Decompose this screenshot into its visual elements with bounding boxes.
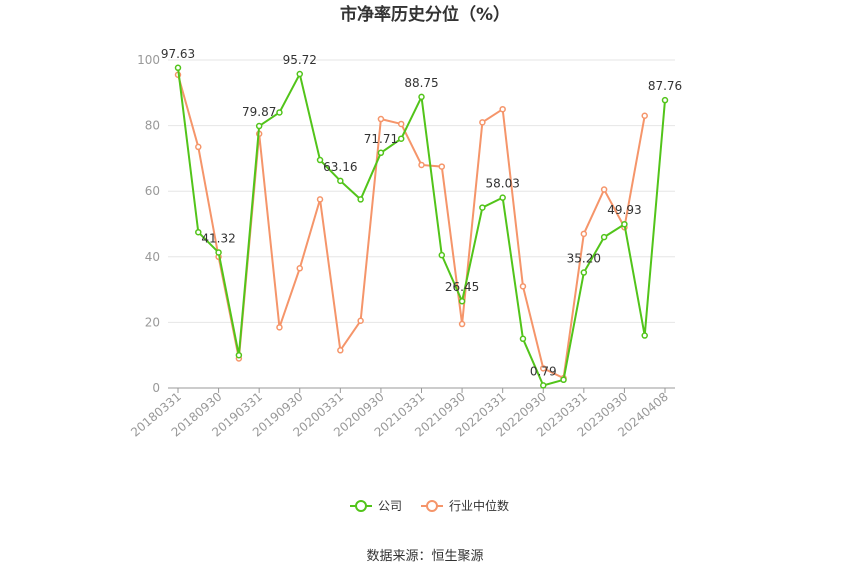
series-point bbox=[235, 351, 243, 359]
series-point bbox=[438, 163, 446, 170]
series-point bbox=[600, 233, 608, 241]
series-point bbox=[174, 64, 182, 72]
legend-marker bbox=[355, 500, 367, 512]
series-point bbox=[600, 186, 608, 193]
data-label: 49.93 bbox=[607, 203, 641, 217]
series-point bbox=[296, 265, 303, 272]
series-point bbox=[438, 251, 446, 259]
series-point bbox=[540, 382, 547, 389]
series-point bbox=[276, 324, 283, 331]
series-point bbox=[499, 105, 506, 113]
series-point bbox=[580, 269, 588, 276]
data-label: 71.71 bbox=[364, 132, 398, 146]
series-point bbox=[337, 347, 344, 354]
series-point bbox=[519, 283, 527, 290]
y-tick-label: 100 bbox=[137, 53, 160, 67]
data-label: 63.16 bbox=[323, 160, 357, 174]
series-point bbox=[458, 297, 466, 305]
y-tick-label: 40 bbox=[145, 250, 160, 264]
legend-marker bbox=[426, 500, 438, 512]
data-label: 79.87 bbox=[242, 105, 276, 119]
series-point bbox=[580, 230, 588, 238]
series-point bbox=[316, 196, 324, 203]
series-point bbox=[418, 161, 425, 169]
legend-item[interactable]: 公司 bbox=[350, 499, 402, 513]
y-tick-label: 60 bbox=[145, 184, 160, 198]
data-label: 35.20 bbox=[567, 252, 601, 266]
series-point bbox=[641, 112, 648, 120]
series-point bbox=[519, 335, 527, 343]
data-label: 0.79 bbox=[530, 364, 557, 378]
series-point bbox=[377, 149, 385, 157]
series-point bbox=[195, 143, 202, 151]
data-label: 26.45 bbox=[445, 280, 479, 294]
series-point bbox=[479, 119, 486, 126]
x-axis: 2018033120180930201903312019093020200331… bbox=[128, 387, 675, 440]
source-text: 数据来源：恒生聚源 bbox=[366, 549, 483, 564]
data-label: 58.03 bbox=[485, 177, 519, 191]
legend-label: 公司 bbox=[378, 499, 402, 513]
data-label: 97.63 bbox=[161, 47, 195, 61]
series-point bbox=[479, 204, 486, 211]
series-point bbox=[316, 156, 324, 164]
series-point bbox=[215, 249, 222, 256]
series-point bbox=[255, 122, 263, 130]
series-point bbox=[296, 70, 303, 78]
y-axis: 0 20 40 60 80 100 bbox=[137, 53, 160, 395]
series-point bbox=[641, 332, 648, 339]
legend-item[interactable]: 行业中位数 bbox=[421, 498, 509, 513]
series-point bbox=[621, 220, 628, 228]
series-line bbox=[177, 74, 646, 380]
data-label: 95.72 bbox=[283, 53, 317, 67]
legend-label: 行业中位数 bbox=[449, 498, 509, 513]
series-point bbox=[560, 376, 567, 384]
series-layer bbox=[174, 64, 669, 389]
chart-title: 市净率历史分位（%） bbox=[340, 4, 510, 25]
series-point bbox=[499, 194, 506, 201]
series-point bbox=[195, 228, 202, 236]
data-label: 88.75 bbox=[404, 76, 438, 90]
legend[interactable]: 公司 行业中位数 bbox=[350, 498, 509, 513]
y-tick-label: 20 bbox=[145, 315, 160, 329]
series-point bbox=[418, 93, 425, 101]
series-point bbox=[458, 320, 466, 328]
series-point bbox=[397, 120, 405, 128]
y-tick-label: 0 bbox=[152, 381, 160, 395]
y-tick-label: 80 bbox=[145, 119, 160, 133]
data-labels: 97.63 41.32 79.87 95.72 63.16 71.71 88.75 26.45… bbox=[161, 47, 682, 379]
series-point bbox=[397, 135, 405, 142]
series-point bbox=[540, 365, 547, 372]
series-point bbox=[337, 177, 344, 185]
data-label: 41.32 bbox=[201, 231, 235, 245]
series-point bbox=[661, 96, 669, 104]
data-label: 87.76 bbox=[648, 79, 682, 93]
series-point bbox=[357, 196, 364, 203]
series-point bbox=[357, 317, 364, 325]
series-point bbox=[377, 115, 385, 123]
series-point bbox=[276, 109, 283, 116]
